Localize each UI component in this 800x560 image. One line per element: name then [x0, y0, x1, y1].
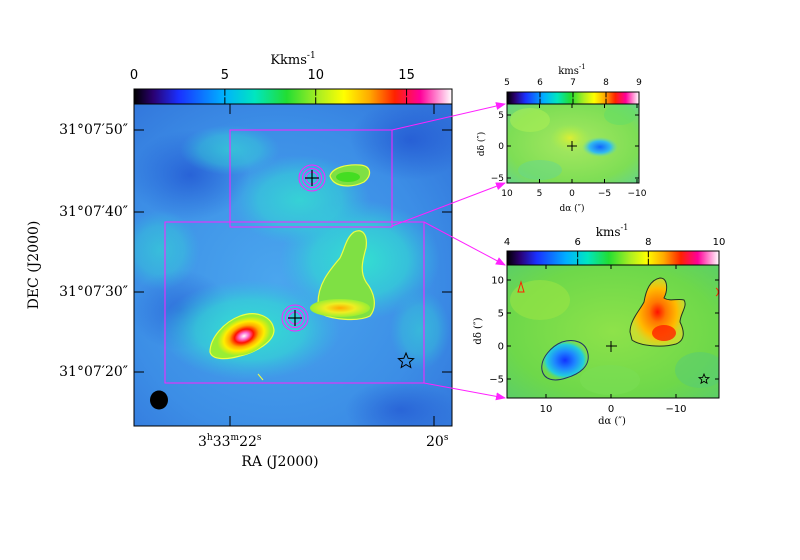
inset-top-colorbar: kms-1 5 6 7 8 9 — [504, 63, 642, 105]
b-x-tick-label: 10 — [540, 404, 553, 415]
main-y-tick-20: 31°07′20″ — [59, 364, 128, 380]
main-colorbar-tick-label: 5 — [221, 68, 229, 83]
b-y-tick-label: −5 — [489, 375, 504, 386]
inset-bottom-star-icon — [697, 372, 711, 385]
inset-bottom-x-axis-label: dα (″) — [598, 416, 626, 427]
b-y-tick-label: 0 — [498, 342, 504, 353]
main-source-marker-bottom — [281, 304, 309, 332]
t-colorbar-tick-label: 5 — [504, 78, 510, 88]
b-colorbar-tick-label: 8 — [645, 237, 651, 248]
t-colorbar-tick-label: 6 — [537, 78, 543, 88]
main-colorbar-strip — [133, 88, 453, 105]
zoom-connector-arrows — [391, 102, 506, 401]
t-x-tick-label: −10 — [628, 189, 647, 199]
b-y-tick-label: 10 — [491, 276, 504, 287]
t-colorbar-tick-label: 9 — [636, 78, 642, 88]
main-x-axis-label: RA (J2000) — [241, 454, 318, 470]
inset-bottom-colorbar: kms-1 4 6 8 10 — [504, 223, 726, 266]
main-y-tick-30: 31°07′30″ — [59, 284, 128, 300]
inset-bottom-colorbar-strip — [506, 250, 720, 266]
t-x-tick-label: −5 — [598, 189, 611, 199]
arrow-top-upper — [391, 102, 506, 131]
main-contour-north-ridge — [317, 230, 375, 321]
main-zoom-box-top — [229, 129, 393, 228]
arrow-bottom-lower — [423, 382, 506, 401]
main-colorbar-unit: Kkms-1 — [270, 51, 315, 68]
inset-top-y-axis-label: dδ (″) — [476, 132, 487, 156]
b-x-tick-label: −10 — [665, 404, 686, 415]
b-x-tick-label: 0 — [608, 404, 614, 415]
main-zoom-box-bottom — [164, 221, 425, 384]
t-y-tick-label: 5 — [498, 111, 504, 121]
arrow-top-lower — [391, 182, 506, 227]
main-colorbar-tick-label: 15 — [398, 68, 415, 83]
b-y-tick-label: 5 — [498, 309, 504, 320]
inset-top-map: 10 5 0 −5 −10 5 0 −5 dα (″) dδ (″) — [476, 103, 647, 214]
inset-top-colorbar-unit: kms-1 — [558, 63, 586, 77]
t-colorbar-tick-label: 7 — [570, 78, 576, 88]
main-y-tick-40: 31°07′40″ — [59, 204, 128, 220]
main-colorbar: Kkms-1 0 5 10 15 — [130, 51, 453, 105]
main-x-tick-ra-22s: 3h33m22s — [198, 433, 262, 450]
t-y-tick-label: −5 — [491, 174, 504, 184]
inset-bottom-contour-blue — [541, 340, 589, 381]
inset-bottom-y-axis-label: dδ (″) — [473, 317, 484, 344]
main-map-frame — [133, 103, 453, 427]
main-x-tick-ra-20s: 20s — [426, 433, 449, 450]
main-colorbar-tick-label: 0 — [130, 68, 138, 83]
main-colorbar-tick-label: 10 — [307, 68, 324, 83]
inset-bottom-source-cross — [606, 341, 617, 352]
inset-bottom-map: 10 0 −10 10 5 0 −5 dα (″) dδ (″) — [473, 264, 720, 427]
t-y-tick-label: 0 — [498, 142, 504, 152]
arrow-bottom-upper — [423, 221, 506, 266]
t-x-tick-label: 10 — [501, 189, 513, 199]
t-x-tick-label: 0 — [569, 189, 575, 199]
main-star-icon — [397, 351, 415, 369]
b-colorbar-tick-label: 4 — [504, 237, 510, 248]
inset-top-x-axis-label: dα (″) — [559, 203, 584, 214]
main-y-axis-label: DEC (J2000) — [26, 221, 42, 310]
main-source-marker-top — [298, 164, 326, 192]
t-colorbar-tick-label: 8 — [603, 78, 609, 88]
main-y-tick-50: 31°07′50″ — [59, 122, 128, 138]
main-beam-ellipse — [150, 390, 168, 410]
b-colorbar-tick-label: 6 — [574, 237, 580, 248]
inset-bottom-colorbar-unit: kms-1 — [596, 223, 629, 239]
main-map: 3h33m22s 20s RA (J2000) 31°07′50″ 31°07′… — [26, 103, 453, 470]
t-x-tick-label: 5 — [537, 189, 543, 199]
inset-top-source-cross — [567, 141, 577, 151]
b-colorbar-tick-label: 10 — [713, 237, 726, 248]
